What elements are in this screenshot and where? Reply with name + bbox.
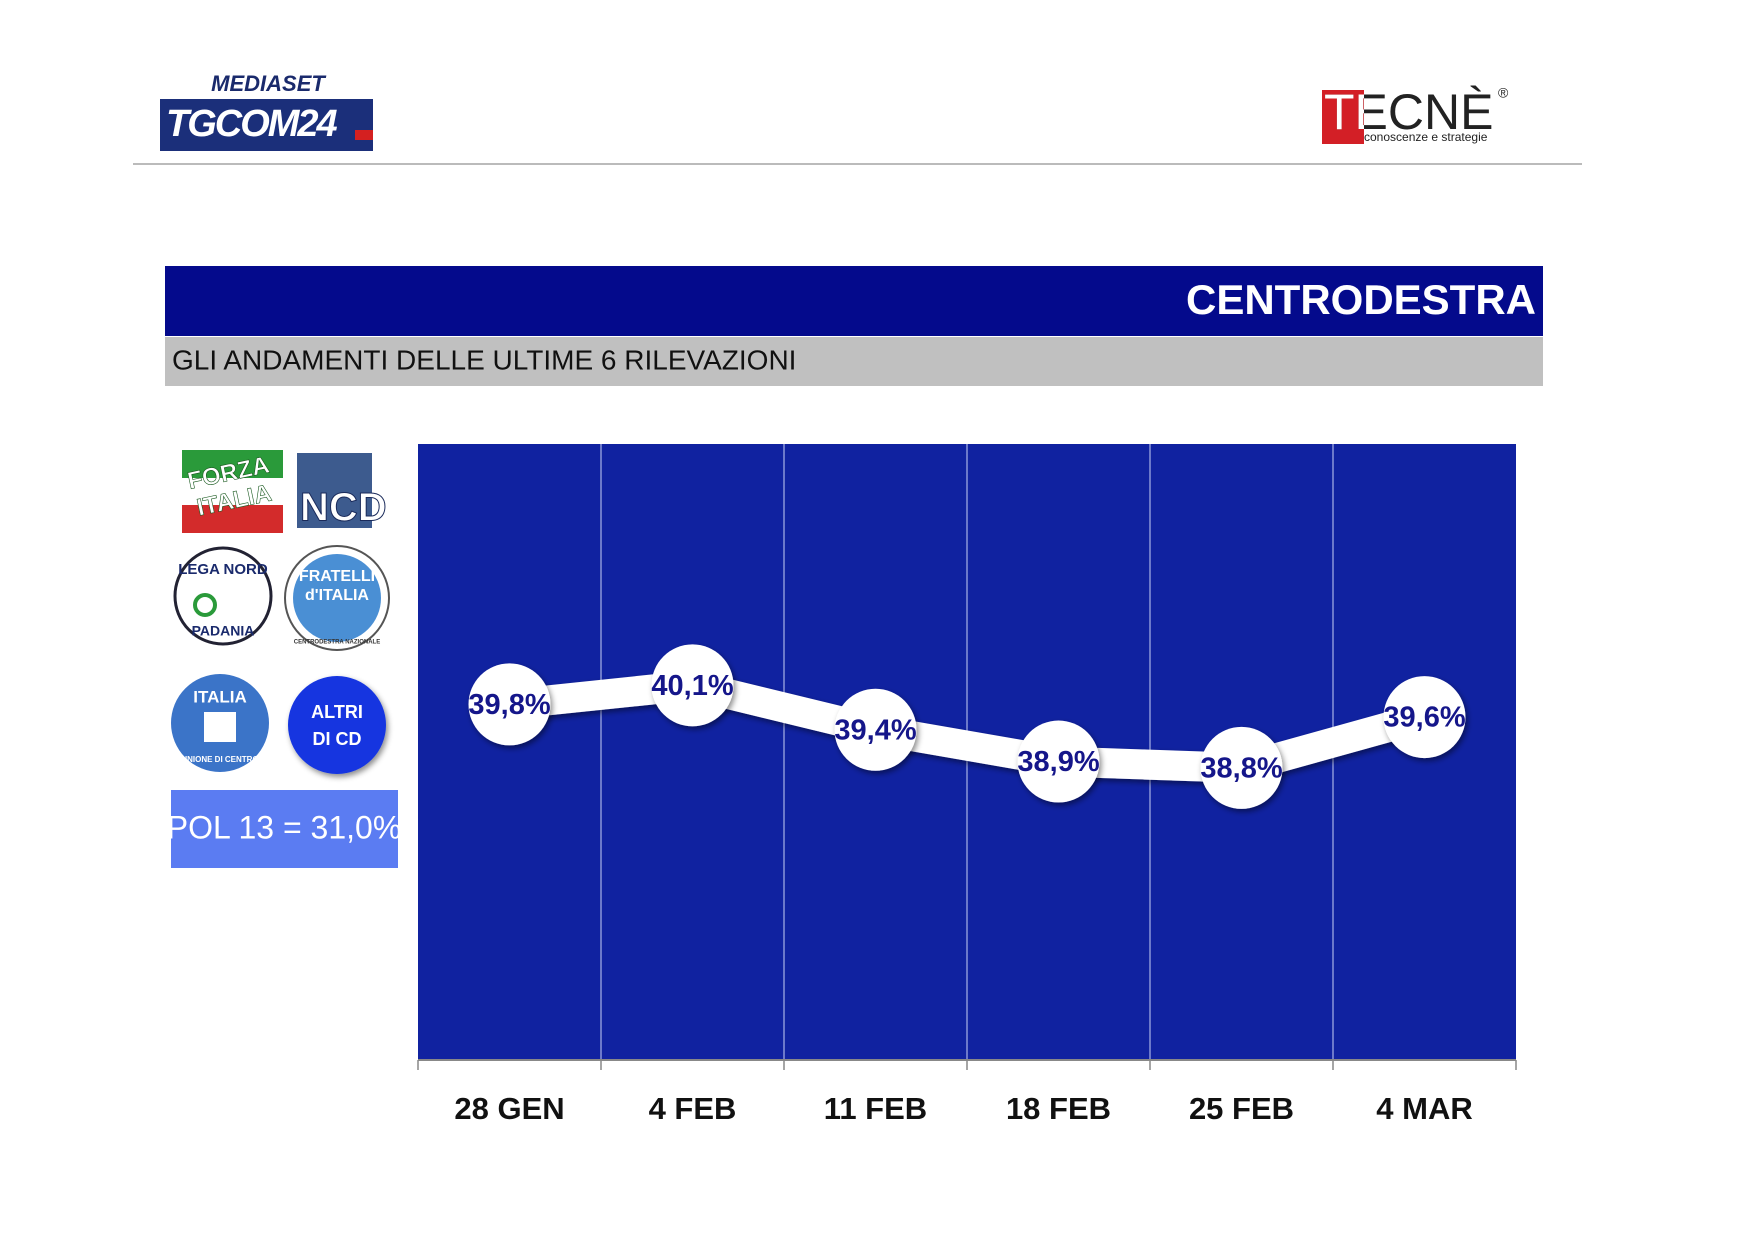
chart: 39,8% 40,1% 39,4% 38,9% 38,8% 39,6% 28 GEN 4 FE…: [417, 444, 1517, 1126]
x-tick-label: 18 FEB: [1006, 1091, 1111, 1126]
value-label: 40,1%: [651, 670, 733, 702]
marker: [468, 663, 551, 746]
banner: [165, 266, 1543, 336]
fi-green: [182, 450, 283, 478]
value-label: 38,9%: [1017, 746, 1099, 778]
value-label: 39,6%: [1383, 702, 1465, 734]
tecne-tagline: conoscenze e strategie: [1364, 130, 1488, 144]
value-label: 39,4%: [834, 714, 916, 746]
tecne-registered: ®: [1498, 85, 1509, 101]
lega-circle: [173, 546, 273, 646]
altri-text: ALTRI: [311, 702, 363, 722]
lega-text: PADANIA: [192, 623, 255, 639]
altri-circle: [288, 676, 386, 774]
fdi-circle: [293, 554, 381, 642]
ncd-logo: NCD: [297, 453, 387, 530]
mediaset-text: MEDIASET: [211, 71, 326, 96]
fdi-logo: FRATELLI d'ITALIA CENTRODESTRA NAZIONALE: [284, 545, 390, 651]
altri-logo: ALTRI DI CD: [288, 676, 386, 774]
udc-shield: [204, 712, 236, 742]
lega-nord-logo: LEGA NORD PADANIA: [173, 546, 273, 646]
marker: [651, 644, 734, 727]
tecne-text-white: TECNÈ: [1324, 84, 1493, 140]
fi-text: FORZA: [185, 451, 271, 495]
subtitle: GLI ANDAMENTI DELLE ULTIME 6 RILEVAZIONI: [172, 344, 796, 375]
tecne-logo: TECNÈ TECNÈ ® conoscenze e strategie: [1322, 84, 1509, 144]
lega-sun: [193, 593, 217, 617]
ncd-text: NCD: [300, 486, 387, 530]
value-label: 38,8%: [1200, 753, 1282, 785]
tecne-red: [1322, 90, 1364, 144]
marker: [834, 688, 917, 771]
marker: [1200, 726, 1283, 809]
tgcom-logo: MEDIASET TGCOM24: [160, 71, 373, 151]
banner-title: CENTRODESTRA: [1186, 276, 1536, 323]
x-tick-label: 4 FEB: [649, 1091, 737, 1126]
x-tick-label: 4 MAR: [1376, 1091, 1472, 1126]
x-tick-label: 11 FEB: [824, 1091, 927, 1126]
tecne-text: TECNÈ: [1324, 84, 1493, 140]
fdi-text: CENTRODESTRA NAZIONALE: [294, 640, 380, 646]
value-label: 39,8%: [468, 689, 550, 721]
lega-text: LEGA NORD: [178, 561, 268, 578]
ncd-box: [297, 453, 372, 528]
pol-box: [171, 790, 398, 868]
forza-italia-logo: FORZA ITALIA: [182, 450, 283, 533]
udc-text: UNIONE DI CENTRO: [181, 755, 258, 764]
subtitle-bar: [165, 337, 1543, 386]
udc-text: ITALIA: [193, 687, 247, 706]
marker: [1383, 676, 1466, 759]
tgcom-box: [160, 99, 373, 151]
pol-text: POL 13 = 31,0%: [167, 809, 402, 845]
fdi-text: FRATELLI: [299, 568, 375, 585]
udc-logo: ITALIA UNIONE DI CENTRO: [171, 674, 269, 772]
fdi-text: d'ITALIA: [305, 587, 369, 604]
x-tick-label: 25 FEB: [1189, 1091, 1294, 1126]
marker: [1017, 720, 1100, 803]
x-tick-label: 28 GEN: [454, 1091, 564, 1126]
tgcom-text: TGCOM24: [166, 103, 338, 145]
tgcom-accent: [355, 130, 373, 140]
altri-text: DI CD: [313, 729, 362, 749]
